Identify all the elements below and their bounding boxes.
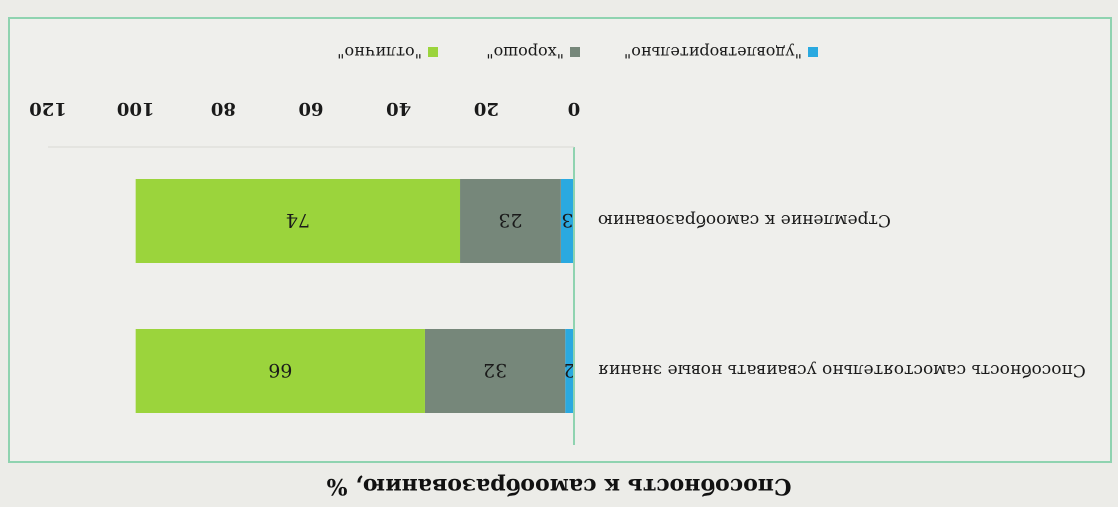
bar-segment — [135, 179, 461, 263]
legend-label: "хорошо" — [486, 43, 564, 62]
bar-value-label: 32 — [483, 359, 507, 381]
x-tick-label: 60 — [298, 98, 323, 119]
x-tick-label: 40 — [386, 98, 411, 119]
bar-segment — [460, 179, 561, 263]
legend-label: "удовлетворительно" — [624, 43, 802, 62]
bar-segment — [135, 329, 425, 413]
x-tick-label: 80 — [211, 98, 236, 119]
legend-swatch — [808, 47, 818, 57]
bar-segment — [560, 179, 574, 263]
x-tick-label: 0 — [568, 98, 581, 119]
bar-value-label: 66 — [268, 359, 292, 381]
bar-value-label: 74 — [286, 209, 310, 231]
bar-value-label: 3 — [561, 209, 573, 231]
category-label: Стремление к самообразованию — [598, 210, 891, 230]
bar-segment — [565, 329, 574, 413]
legend-label: "отлично" — [337, 43, 422, 62]
legend-swatch — [428, 47, 438, 57]
legend-swatch — [570, 47, 580, 57]
x-tick-label: 20 — [474, 98, 499, 119]
bar-value-label: 2 — [564, 359, 576, 381]
x-tick-label: 100 — [117, 98, 155, 119]
bar-value-label: 23 — [498, 209, 522, 231]
x-tick-label: 120 — [29, 98, 67, 119]
bar-segment — [424, 329, 566, 413]
category-label: Способность самостоятельно усваивать нов… — [598, 360, 1086, 380]
